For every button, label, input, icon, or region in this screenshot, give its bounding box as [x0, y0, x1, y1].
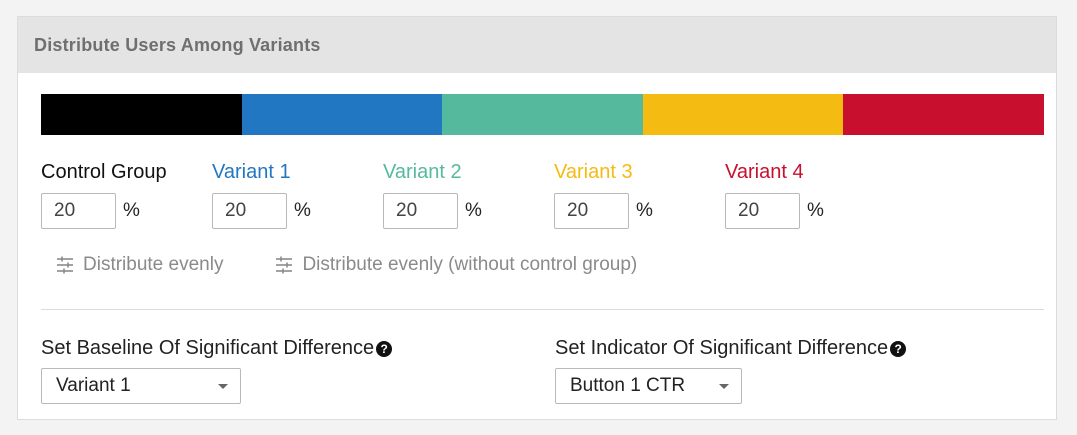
- variant-2: Variant 2 %: [383, 159, 554, 229]
- question-circle-icon[interactable]: ?: [376, 341, 393, 357]
- bar-segment-variant-1: [241, 94, 443, 135]
- sliders-icon: [55, 255, 75, 275]
- baseline-select[interactable]: Variant 1: [41, 368, 241, 404]
- distribution-bar: [41, 94, 1044, 135]
- bar-segment-variant-3: [642, 94, 844, 135]
- section-divider: [41, 309, 1044, 310]
- variant-4-percent-input[interactable]: [725, 193, 800, 229]
- indicator-selected-value: Button 1 CTR: [570, 375, 686, 396]
- variant-2-percent-input[interactable]: [383, 193, 458, 229]
- variant-3: Variant 3 %: [554, 159, 725, 229]
- percent-sign: %: [807, 200, 824, 221]
- percent-sign: %: [294, 200, 311, 221]
- indicator-select[interactable]: Button 1 CTR: [555, 368, 742, 404]
- distribute-actions: Distribute evenly Distribute evenly (wit…: [55, 254, 637, 276]
- baseline-label: Set Baseline Of Significant Difference: [41, 336, 375, 359]
- distribute-evenly-label: Distribute evenly: [83, 254, 224, 275]
- variant-label: Variant 4: [725, 161, 804, 183]
- bar-segment-control-group: [41, 94, 242, 135]
- sliders-icon: [274, 255, 294, 275]
- distribute-evenly-without-control-button[interactable]: Distribute evenly (without control group…: [274, 254, 637, 276]
- indicator-setting: Set Indicator Of Significant Difference …: [555, 335, 907, 404]
- variant-control-group: Control Group %: [41, 159, 212, 229]
- variant-label: Control Group: [41, 161, 167, 183]
- indicator-label: Set Indicator Of Significant Difference: [555, 336, 889, 359]
- variant-4: Variant 4 %: [725, 159, 896, 229]
- distribute-evenly-button[interactable]: Distribute evenly: [55, 254, 223, 276]
- variant-percent-group: Control Group % Variant 1 % Variant 2 % …: [41, 159, 896, 229]
- control-group-percent-input[interactable]: [41, 193, 116, 229]
- percent-sign: %: [123, 200, 140, 221]
- variant-label: Variant 1: [212, 161, 291, 183]
- bar-segment-variant-2: [442, 94, 643, 135]
- percent-sign: %: [465, 200, 482, 221]
- panel-title: Distribute Users Among Variants: [18, 17, 1056, 73]
- variant-3-percent-input[interactable]: [554, 193, 629, 229]
- percent-sign: %: [636, 200, 653, 221]
- bar-segment-variant-4: [843, 94, 1044, 135]
- chevron-down-icon: [218, 383, 228, 389]
- variant-1-percent-input[interactable]: [212, 193, 287, 229]
- variant-label: Variant 3: [554, 161, 633, 183]
- baseline-selected-value: Variant 1: [56, 375, 131, 396]
- distribute-users-panel: Distribute Users Among Variants Control …: [17, 16, 1057, 420]
- variant-1: Variant 1 %: [212, 159, 383, 229]
- chevron-down-icon: [719, 383, 729, 389]
- distribute-evenly-without-control-label: Distribute evenly (without control group…: [302, 254, 638, 275]
- question-circle-icon[interactable]: ?: [890, 341, 907, 357]
- baseline-setting: Set Baseline Of Significant Difference ?…: [41, 335, 393, 404]
- variant-label: Variant 2: [383, 161, 462, 183]
